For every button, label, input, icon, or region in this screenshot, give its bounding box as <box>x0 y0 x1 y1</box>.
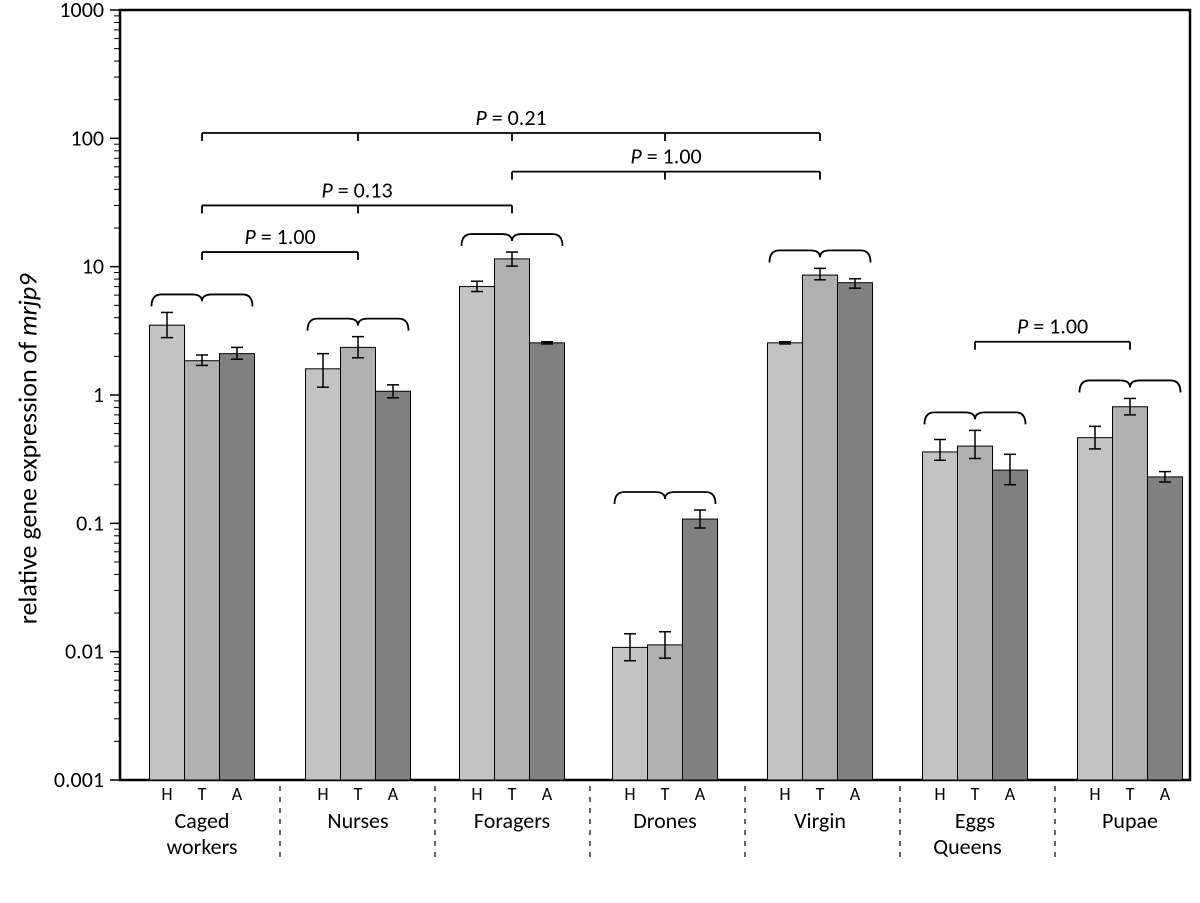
p-value-label: P = 0.13 <box>321 176 392 203</box>
y-tick-label: 1 <box>93 381 104 408</box>
y-tick-label: 0.001 <box>54 766 104 793</box>
sub-label: H <box>161 783 172 805</box>
sub-label: A <box>388 783 399 805</box>
bar-foragers-H <box>460 287 495 780</box>
bar-eggs-H <box>923 452 958 780</box>
sub-label: A <box>542 783 553 805</box>
group-brace <box>1080 380 1181 392</box>
bar-drones-H <box>613 647 648 780</box>
group-brace <box>770 250 871 262</box>
bar-drones-A <box>683 519 718 780</box>
sub-label: T <box>971 783 980 805</box>
group-label-virgin: Virgin <box>794 807 846 834</box>
y-tick-label: 1000 <box>59 0 104 23</box>
sub-label: A <box>850 783 861 805</box>
sub-label: A <box>1005 783 1016 805</box>
chart-svg: 0.0010.010.11101001000HTACagedworkersHTA… <box>0 0 1200 898</box>
y-axis-label: relative gene expression of mrjp9 <box>12 274 44 625</box>
group-brace <box>152 294 253 306</box>
sub-label: H <box>317 783 328 805</box>
super-group-label: Queens <box>933 833 1001 860</box>
y-tick-label: 0.01 <box>65 638 104 665</box>
sub-label: A <box>695 783 706 805</box>
bar-foragers-A <box>530 343 565 780</box>
sub-label: T <box>661 783 670 805</box>
bar-eggs-A <box>993 470 1028 780</box>
bar-nurses-H <box>306 369 341 780</box>
y-tick-label: 10 <box>82 253 104 280</box>
sub-label: T <box>816 783 825 805</box>
bar-pupae-T <box>1113 407 1148 780</box>
group-brace <box>462 234 563 246</box>
chart-container: relative gene expression of mrjp9 0.001 0… <box>0 0 1200 898</box>
bar-caged-H <box>150 325 185 780</box>
y-axis-label-text: relative gene expression of <box>12 336 44 624</box>
sub-label: H <box>934 783 945 805</box>
sub-label: H <box>624 783 635 805</box>
bar-pupae-A <box>1148 477 1183 780</box>
group-label-eggs: Eggs <box>955 807 995 834</box>
sub-label: T <box>198 783 207 805</box>
p-value-label: P = 1.00 <box>630 143 701 170</box>
sub-label: H <box>779 783 790 805</box>
y-axis-label-gene: mrjp9 <box>12 274 44 336</box>
bar-drones-T <box>648 645 683 780</box>
bar-virgin-H <box>768 343 803 780</box>
group-label-foragers: Foragers <box>474 807 550 834</box>
bar-virgin-T <box>803 275 838 780</box>
y-tick-label: 0.1 <box>76 509 104 536</box>
p-value-label: P = 0.21 <box>475 104 546 131</box>
p-value-label: P = 1.00 <box>1017 313 1088 340</box>
group-label-nurses: Nurses <box>327 807 388 834</box>
group-label-pupae: Pupae <box>1102 807 1158 834</box>
group-brace <box>925 412 1026 424</box>
sub-label: T <box>354 783 363 805</box>
group-brace <box>308 319 409 331</box>
p-value-label: P = 1.00 <box>244 223 315 250</box>
sub-label: T <box>508 783 517 805</box>
group-label-drones: Drones <box>633 807 697 834</box>
bar-virgin-A <box>838 283 873 780</box>
bar-eggs-T <box>958 446 993 780</box>
sub-label: T <box>1126 783 1135 805</box>
bar-nurses-T <box>341 347 376 780</box>
group-label-caged: workers <box>167 833 238 860</box>
bar-foragers-T <box>495 259 530 780</box>
bar-nurses-A <box>376 391 411 780</box>
sub-label: H <box>471 783 482 805</box>
group-label-caged: Caged <box>175 807 230 834</box>
bar-pupae-H <box>1078 438 1113 780</box>
sub-label: A <box>1160 783 1171 805</box>
bar-caged-A <box>220 354 255 780</box>
group-brace <box>615 492 716 504</box>
bar-caged-T <box>185 361 220 780</box>
y-tick-label: 100 <box>71 124 104 151</box>
sub-label: A <box>232 783 243 805</box>
sub-label: H <box>1089 783 1100 805</box>
